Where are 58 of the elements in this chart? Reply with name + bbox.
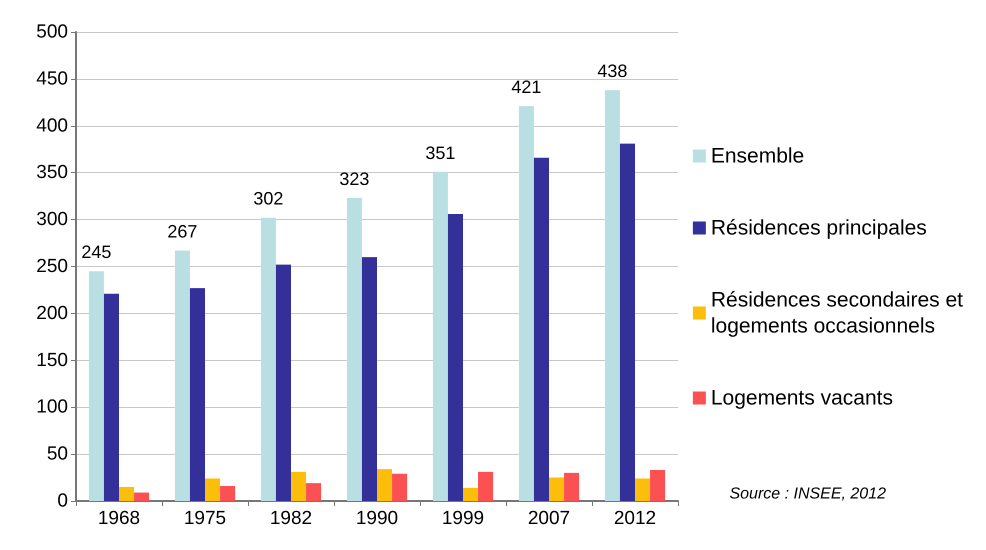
bar <box>220 486 236 501</box>
data-label: 351 <box>425 142 456 163</box>
y-tick-label: 250 <box>36 256 68 277</box>
y-tick-label: 100 <box>36 396 68 418</box>
y-tick-label: 200 <box>36 302 68 324</box>
y-tick-label: 50 <box>46 444 68 465</box>
bar <box>174 250 190 501</box>
y-tick-label: 500 <box>36 22 68 42</box>
x-tick-label: 1975 <box>184 508 226 529</box>
data-label: 323 <box>339 169 370 190</box>
y-tick-label: 400 <box>36 115 68 136</box>
bar <box>346 198 362 501</box>
bar <box>190 288 205 501</box>
x-tick-label: 2007 <box>528 508 570 529</box>
data-label: 302 <box>253 188 284 209</box>
y-tick-label: 150 <box>36 350 68 371</box>
bar <box>432 172 448 501</box>
y-tick-label: 300 <box>36 209 68 230</box>
bar <box>463 488 478 501</box>
x-tick-label: 1982 <box>270 508 312 529</box>
bar <box>377 469 392 501</box>
bar <box>104 294 119 501</box>
x-tick-label: 1968 <box>98 508 140 529</box>
bar <box>604 90 620 501</box>
bar <box>549 478 564 501</box>
bar <box>134 492 150 501</box>
legend-label: Résidences principales <box>710 216 927 240</box>
bar <box>564 472 580 501</box>
bar <box>205 478 220 501</box>
source-note: Source : INSEE, 2012 <box>729 486 886 502</box>
bar <box>392 474 408 501</box>
bar <box>88 271 104 501</box>
x-tick-label: 1999 <box>442 508 484 529</box>
y-tick-label: 450 <box>36 68 68 90</box>
data-label: 245 <box>81 242 112 262</box>
data-label: 421 <box>511 77 542 98</box>
bar <box>306 483 322 501</box>
bar <box>478 472 494 501</box>
bar <box>119 486 134 501</box>
bar <box>518 106 534 501</box>
bar <box>362 257 377 501</box>
x-tick-label: 2012 <box>614 508 656 529</box>
bar <box>620 144 635 501</box>
data-label: 438 <box>597 61 628 82</box>
data-label: 267 <box>167 222 198 242</box>
bar <box>276 264 291 501</box>
y-tick-label: 0 <box>57 490 68 512</box>
bar <box>448 214 463 501</box>
bar <box>635 478 650 501</box>
legend-label: Résidences secondaires et logements occasionnels <box>710 288 964 338</box>
y-tick-label: 350 <box>36 162 68 184</box>
legend-label: Logements vacants <box>710 386 893 410</box>
bar <box>534 158 549 501</box>
legend-label: Ensemble <box>710 144 804 168</box>
bar <box>260 218 276 501</box>
bar <box>650 470 666 501</box>
bar <box>291 472 306 501</box>
x-tick-label: 1990 <box>356 508 398 529</box>
